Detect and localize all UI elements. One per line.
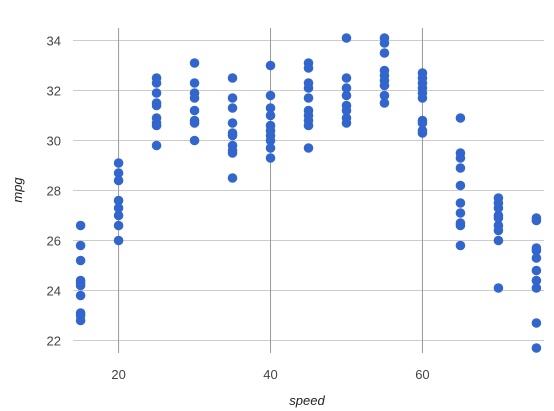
scatter-point (189, 58, 200, 68)
scatter-point (189, 118, 200, 128)
scatter-point (113, 210, 124, 221)
scatter-point (227, 93, 238, 103)
scatter-point (227, 118, 238, 128)
scatter-point (417, 93, 428, 103)
scatter-point (227, 148, 238, 158)
scatter-point (379, 98, 390, 108)
scatter-point (75, 280, 86, 291)
scatter-point (493, 235, 504, 246)
scatter-point (113, 235, 124, 246)
scatter-point (265, 110, 276, 121)
scatter-point (341, 105, 352, 116)
scatter-point (113, 158, 124, 168)
scatter-point (417, 118, 428, 128)
y-tick-label: 26 (47, 234, 61, 249)
scatter-point (493, 225, 504, 236)
scatter-point (379, 38, 390, 48)
scatter-point (531, 275, 542, 286)
scatter-point (455, 163, 466, 173)
scatter-point (455, 240, 466, 251)
scatter-point (265, 135, 276, 146)
scatter-point (455, 113, 466, 123)
scatter-point (341, 83, 352, 93)
x-tick-label: 20 (111, 367, 125, 382)
y-axis-title: mpg (10, 177, 25, 203)
y-tick-label: 28 (47, 184, 61, 199)
scatter-point (151, 140, 162, 151)
scatter-point (417, 128, 428, 138)
scatter-point (379, 48, 390, 58)
scatter-point (531, 343, 542, 353)
x-axis-title: speed (289, 393, 325, 408)
scatter-point (455, 153, 466, 163)
scatter-point (303, 63, 314, 73)
x-tick-label: 40 (263, 367, 277, 382)
scatter-point (151, 88, 162, 98)
scatter-point (227, 73, 238, 83)
scatter-point (189, 105, 200, 116)
scatter-point (113, 195, 124, 206)
scatter-point (113, 203, 124, 213)
scatter-point (493, 213, 504, 223)
y-tick-label: 22 (47, 334, 61, 349)
grid-lines (73, 28, 544, 353)
y-tick-label: 32 (47, 84, 61, 99)
scatter-point (227, 130, 238, 141)
scatter-point (303, 143, 314, 153)
scatter-point (455, 208, 466, 218)
y-tick-label: 30 (47, 134, 61, 149)
scatter-point (113, 220, 124, 231)
scatter-point (227, 103, 238, 113)
scatter-point (265, 103, 276, 113)
scatter-point (531, 245, 542, 256)
scatter-point (531, 215, 542, 226)
scatter-point (265, 60, 276, 71)
scatter-point (531, 253, 542, 263)
scatter-point (455, 180, 466, 191)
scatter-point (493, 203, 504, 213)
scatter-point (189, 135, 200, 146)
scatter-point (303, 83, 314, 93)
scatter-point (75, 315, 86, 326)
x-tick-label: 60 (415, 367, 429, 382)
scatter-point (455, 198, 466, 208)
scatter-point (75, 290, 86, 301)
scatter-point (227, 173, 238, 183)
scatter-point (341, 73, 352, 83)
scatter-point (341, 33, 352, 43)
scatter-point (151, 120, 162, 131)
tick-labels: 22 24 26 28 30 32 34 20 40 60 (47, 34, 430, 383)
y-tick-label: 34 (47, 34, 61, 49)
scatter-point (341, 90, 352, 101)
scatter-point (75, 240, 86, 251)
scatter-point (531, 318, 542, 328)
scatter-point (379, 90, 390, 101)
scatter-point (531, 283, 542, 293)
scatter-point (113, 168, 124, 178)
scatter-point (265, 143, 276, 153)
scatter-point (113, 175, 124, 186)
data-points (75, 33, 542, 353)
scatter-point (341, 118, 352, 128)
y-tick-label: 24 (47, 284, 61, 299)
scatter-point (303, 93, 314, 103)
scatter-point (531, 265, 542, 276)
scatter-point (379, 80, 390, 91)
scatter-point (303, 120, 314, 131)
scatter-point (265, 90, 276, 101)
scatter-point (455, 220, 466, 231)
scatter-point (151, 100, 162, 111)
scatter-point (75, 255, 86, 266)
scatter-point (493, 283, 504, 293)
scatter-point (189, 93, 200, 103)
scatter-point (75, 220, 86, 231)
scatter-point (265, 153, 276, 163)
scatter-point (151, 78, 162, 88)
scatter-point (189, 78, 200, 88)
